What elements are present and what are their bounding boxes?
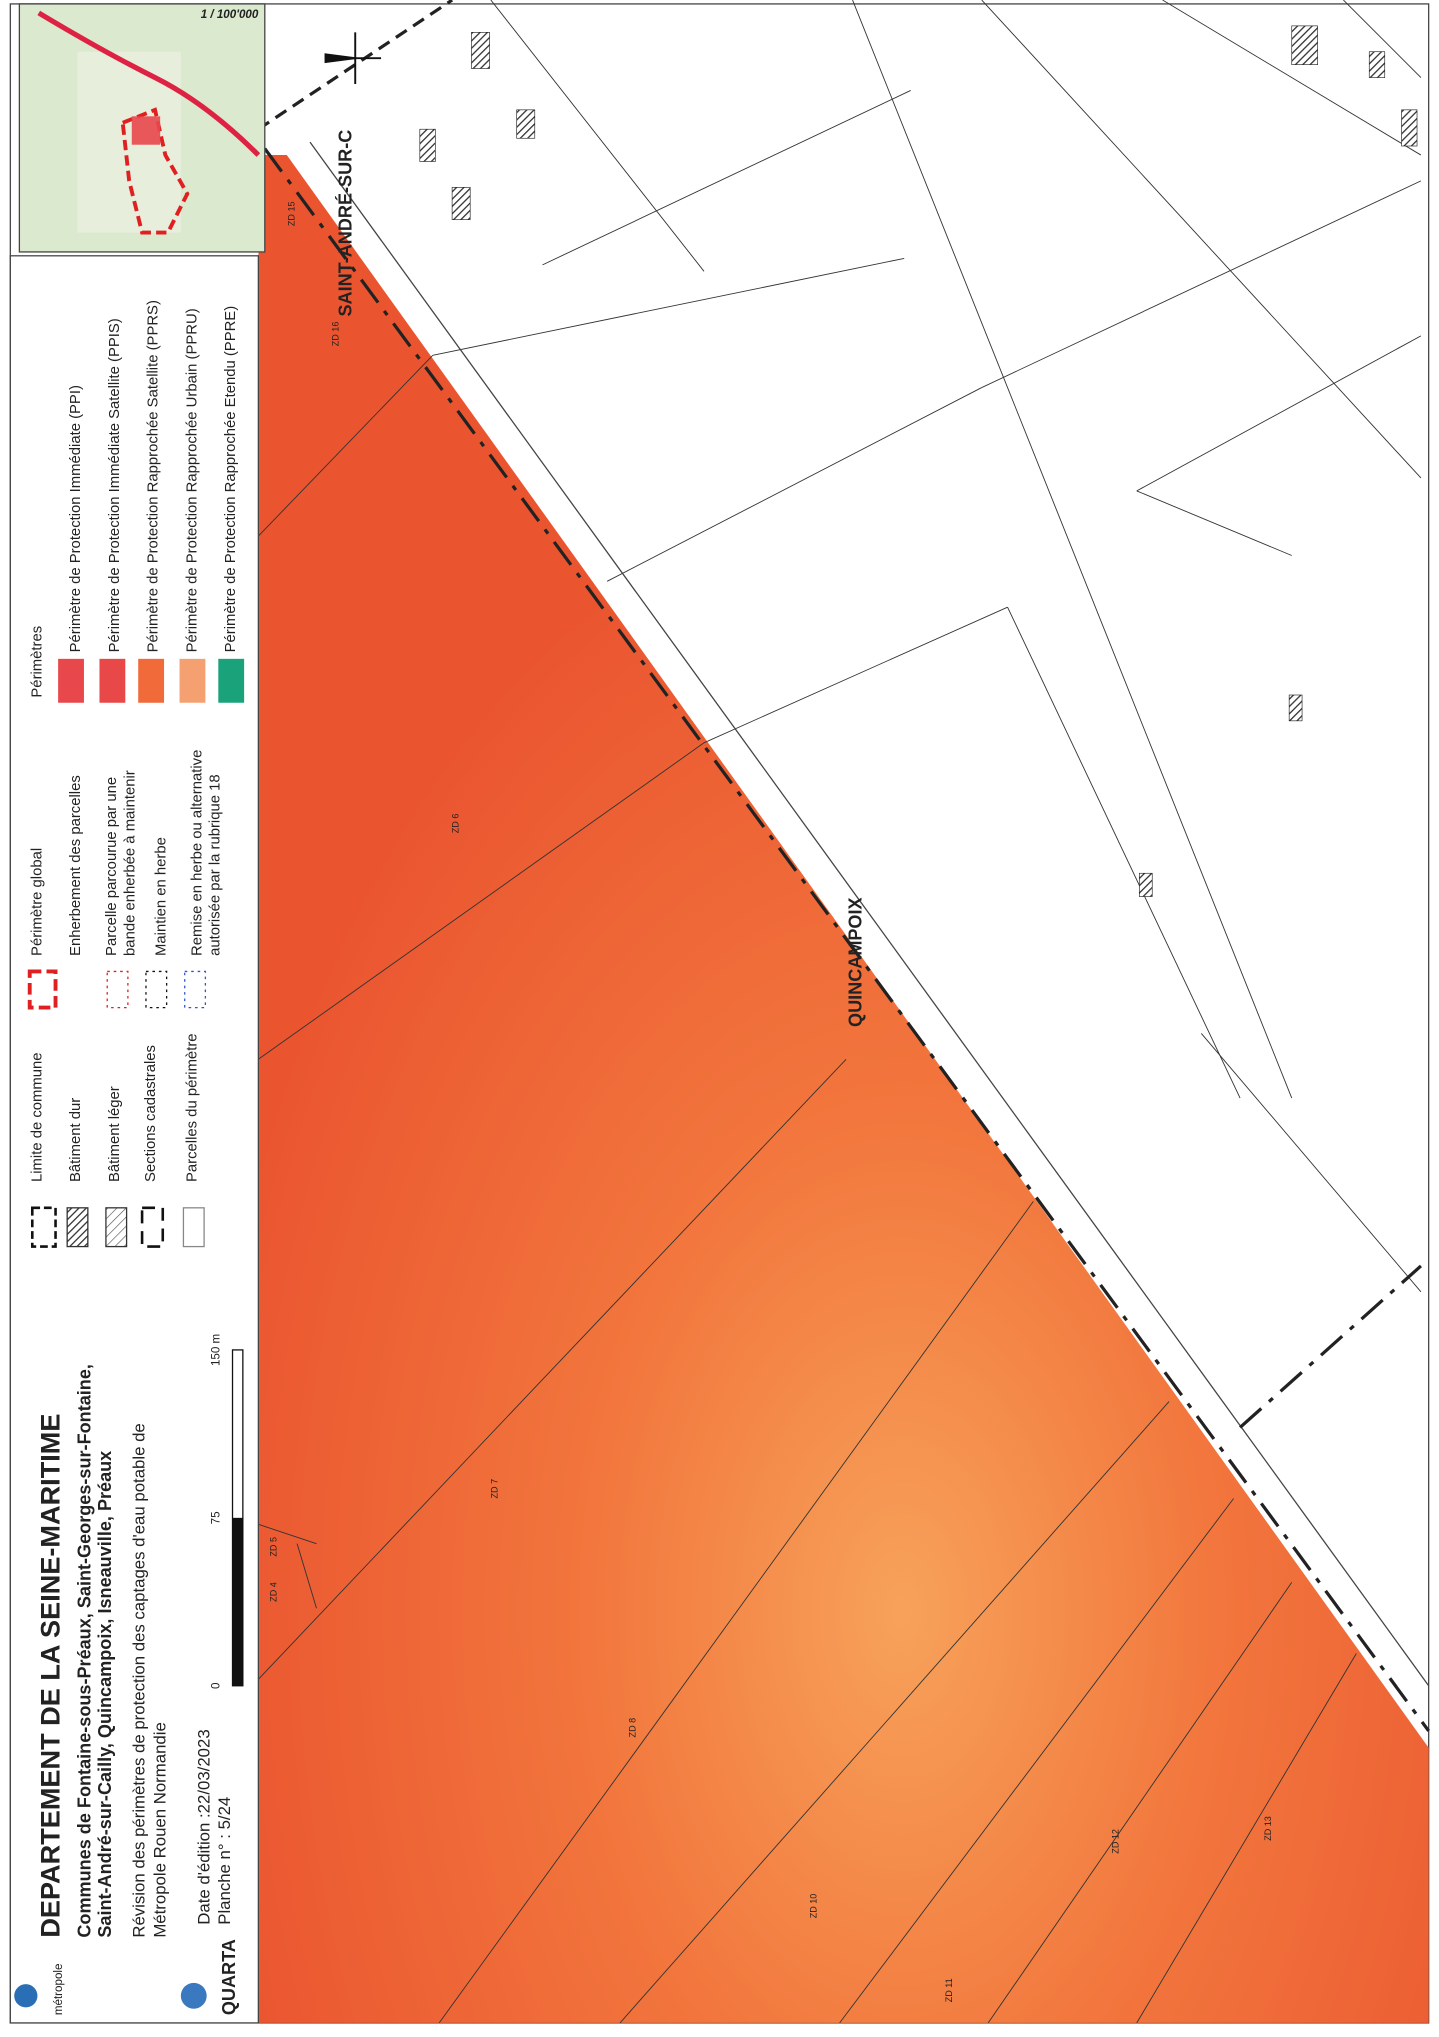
scale-label: 150 m (210, 1334, 223, 1366)
communes: Saint-André-sur-Cailly, Quincampoix, Isn… (95, 1451, 115, 1938)
legend-entry: Périmètre de Protection Rapprochée Urbai… (184, 308, 200, 652)
logo: métropole (52, 1964, 65, 2016)
description: Métropole Rouen Normandie (150, 1722, 169, 1937)
parcel-label: ZD 6 (451, 814, 461, 834)
legend-entry: Périmètre de Protection Rapprochée Satel… (146, 300, 162, 652)
parcel-label: ZD 4 (268, 1582, 278, 1602)
logo: QUARTA (219, 1939, 239, 2015)
legend-panel (9, 255, 259, 2024)
parcel-label: ZD 8 (628, 1718, 638, 1738)
legend-entry: Bâtiment dur (68, 1098, 84, 1182)
commune-limit (263, 147, 1430, 1732)
scale-label: 75 (210, 1511, 223, 1524)
legend-symbols (14, 658, 245, 2009)
parcel-label: ZD 16 (330, 322, 340, 347)
commune-name: SAINT-ANDRÉ-SUR-C (334, 130, 355, 317)
legend-entry: Sections cadastrales (143, 1045, 159, 1182)
legend-entry: Enherbement des parcelles (68, 775, 84, 956)
legend-heading: Périmètres (29, 626, 45, 698)
title: DEPARTEMENT DE LA SEINE-MARITIME (34, 1414, 65, 1938)
legend-entry: Remise en herbe ou alternative (190, 750, 206, 956)
legend-entry: Périmètre de Protection Rapprochée Etend… (223, 306, 239, 653)
sheet-number: Planche n° : 5/24 (215, 1797, 234, 1925)
scale-bar-fill (232, 1517, 243, 1686)
parcel-label: ZD 13 (1263, 1816, 1273, 1841)
parcel-label: ZD 11 (944, 1978, 954, 2002)
parcel-label: ZD 12 (1111, 1829, 1121, 1854)
legend-entry: Parcelle parcourue par une (104, 777, 120, 956)
north-arrow (324, 32, 382, 85)
legend-entry: Périmètre de Protection Immédiate Satell… (107, 318, 123, 652)
commune-limit (257, 0, 454, 131)
inset-map (18, 3, 266, 253)
road-edge (309, 141, 1430, 1687)
legend-entry: bande enherbée à maintenir (122, 770, 138, 956)
legend-entry: Bâtiment léger (107, 1086, 123, 1182)
parcel-lines (258, 0, 1422, 2024)
description: Révision des périmètres de protection de… (130, 1423, 149, 1937)
legend-entry: autorisée par la rubrique 18 (208, 774, 224, 956)
parcel-label: ZD 15 (287, 202, 297, 227)
date: Date d'édition :22/03/2023 (194, 1729, 213, 1924)
legend-entry: Périmètre global (29, 848, 45, 956)
map (257, 0, 1430, 2024)
legend-entry: Périmètre de Protection Immédiate (PPI) (68, 385, 84, 652)
buildings (419, 25, 1418, 897)
scale-ratio: 1 / 100'000 (201, 8, 259, 21)
communes: Communes de Fontaine-sous-Préaux, Saint-… (74, 1364, 94, 1938)
legend-entry: Maintien en herbe (153, 837, 169, 956)
parcel-label: ZD 10 (808, 1894, 818, 1919)
parcel-label: ZD 7 (489, 1479, 499, 1499)
legend-entry: Parcelles du périmètre (184, 1033, 200, 1182)
scale-label: 0 (210, 1683, 223, 1689)
commune-name: QUINCAMPOIX (846, 897, 866, 1027)
parcel-label: ZD 5 (268, 1537, 278, 1557)
protection-zone (258, 155, 1429, 2023)
legend-entry: Limite de commune (29, 1052, 45, 1182)
commune-limit (1238, 1264, 1422, 1429)
